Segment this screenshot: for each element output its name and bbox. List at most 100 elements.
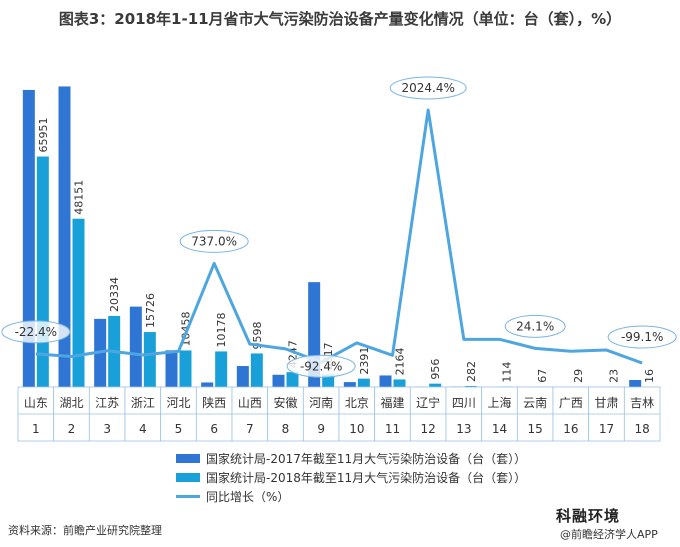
rank-label-16: 17: [599, 422, 614, 436]
rank-label-12: 13: [456, 422, 471, 436]
rank-label-15: 16: [563, 422, 578, 436]
rank-label-11: 12: [421, 422, 436, 436]
rank-label-2: 3: [103, 422, 111, 436]
category-label-5: 陕西: [202, 395, 226, 410]
rank-label-3: 4: [139, 422, 147, 436]
category-label-6: 山西: [238, 396, 262, 410]
rank-label-0: 1: [32, 422, 40, 436]
rank-label-9: 10: [349, 422, 364, 436]
rank-label-5: 6: [210, 422, 218, 436]
bar-2018-3: [143, 332, 156, 387]
legend-swatch-growth: [176, 495, 200, 498]
data-label-2018-2: 20334: [108, 277, 121, 312]
callout-bubble-5: [179, 229, 249, 253]
category-label-4: 河北: [166, 396, 190, 410]
bar-2017-0: [22, 89, 35, 388]
source-note: 资料来源：前瞻产业研究院整理: [8, 524, 162, 537]
legend-item-2017: 国家统计局-2017年截至11月大气污染防治设备（台（套））: [176, 450, 526, 467]
data-label-2018-17: 16: [643, 369, 656, 383]
callout-label-17: -99.1%: [621, 330, 663, 344]
category-label-3: 浙江: [131, 396, 155, 410]
data-label-2018-5: 10178: [215, 312, 228, 347]
category-label-13: 上海: [487, 395, 511, 410]
data-label-2018-10: 2164: [394, 347, 407, 375]
bar-2017-7: [272, 374, 285, 387]
rank-label-10: 11: [385, 422, 400, 436]
data-label-2018-15: 29: [572, 369, 585, 383]
callout-bubble-11: [389, 76, 467, 100]
data-label-2018-14: 67: [536, 369, 549, 383]
bar-2017-5: [201, 382, 214, 387]
bar-2018-1: [72, 218, 85, 387]
data-label-2018-0: 65951: [37, 118, 50, 153]
bar-2018-12: [464, 386, 477, 387]
brand-sub: @前瞻经济学人APP: [560, 528, 658, 541]
category-label-1: 湖北: [59, 395, 83, 410]
bar-2018-0: [36, 156, 49, 387]
bars-group: [22, 86, 656, 388]
data-label-2018-16: 23: [608, 369, 621, 383]
callout-label-5: 737.0%: [191, 234, 237, 248]
bar-2017-17: [629, 380, 642, 387]
rank-label-17: 18: [635, 422, 650, 436]
data-label-2018-9: 2391: [358, 347, 371, 375]
rank-label-1: 2: [68, 422, 76, 436]
bar-2018-4: [179, 350, 192, 387]
chart-title: 图表3：2018年1-11月省市大气污染防治设备产量变化情况（单位：台（套），%…: [58, 10, 622, 28]
callout-label-8: -92.4%: [300, 359, 342, 373]
legend-swatch-2018: [176, 473, 200, 482]
growth-line-group: [35, 108, 643, 365]
rank-label-6: 7: [246, 422, 254, 436]
data-label-2018-12: 282: [465, 361, 478, 382]
category-label-9: 北京: [345, 396, 369, 410]
bar-2017-9: [343, 382, 356, 387]
legend-label-2017: 国家统计局-2017年截至11月大气污染防治设备（台（套））: [206, 452, 527, 466]
bar-2017-10: [379, 375, 392, 387]
bar-2018-7: [286, 372, 299, 387]
category-label-11: 辽宁: [416, 395, 440, 410]
rank-label-13: 14: [492, 422, 507, 436]
category-label-10: 福建: [380, 395, 404, 410]
data-label-2018-11: 956: [429, 359, 442, 380]
legend-item-growth: 同比增长（%）: [176, 488, 289, 505]
callout-bubble-8: [286, 354, 356, 378]
bar-2017-6: [236, 366, 249, 387]
data-label-2018-6: 9598: [251, 321, 264, 349]
rank-label-7: 8: [282, 422, 290, 436]
legend-label-growth: 同比增长（%）: [206, 490, 290, 504]
bar-labels-group: 6595148151203341572610458101789598424736…: [37, 118, 656, 383]
callout-bubble-14: [504, 314, 566, 338]
brand-name: 科融环境: [556, 507, 621, 525]
category-label-7: 安徽: [273, 395, 297, 410]
bar-2017-1: [58, 86, 71, 387]
category-label-14: 云南: [523, 395, 547, 410]
bar-2017-4: [165, 350, 178, 387]
growth-line: [35, 108, 643, 365]
callout-label-11: 2024.4%: [401, 81, 454, 95]
legend-item-2018: 国家统计局-2018年截至11月大气污染防治设备（台（套））: [176, 469, 526, 486]
category-label-15: 广西: [559, 396, 583, 410]
rank-label-8: 9: [317, 422, 325, 436]
callout-label-0: -22.4%: [15, 325, 57, 339]
bar-2018-6: [250, 353, 263, 387]
category-label-8: 河南: [309, 395, 333, 410]
category-label-2: 江苏: [95, 396, 119, 410]
bar-2018-11: [429, 383, 442, 387]
legend-swatch-2017: [176, 454, 200, 463]
data-label-2018-1: 48151: [73, 180, 86, 215]
rank-label-14: 15: [528, 422, 543, 436]
bar-2018-5: [215, 351, 228, 387]
category-label-16: 甘肃: [594, 396, 618, 410]
rank-label-4: 5: [175, 422, 183, 436]
data-label-2018-13: 114: [501, 362, 514, 383]
bar-2018-10: [393, 379, 406, 387]
callouts-group: -22.4% 737.0% -92.4% 2024.4% 24.1% -99.1%: [1, 76, 677, 378]
category-label-12: 四川: [452, 396, 476, 410]
legend-label-2018: 国家统计局-2018年截至11月大气污染防治设备（台（套））: [206, 471, 527, 485]
data-label-2018-3: 15726: [144, 293, 157, 328]
callout-bubble-0: [1, 320, 71, 344]
bar-2017-3: [129, 306, 142, 387]
callout-bubble-17: [607, 325, 677, 349]
x-axis-group: 山东 1 湖北 2 江苏 3 浙江 4 河北 5 陕西 6 山西 7 安徽 8 河南 9 北京 10 福建 11 辽宁 12 四…: [17, 386, 661, 442]
